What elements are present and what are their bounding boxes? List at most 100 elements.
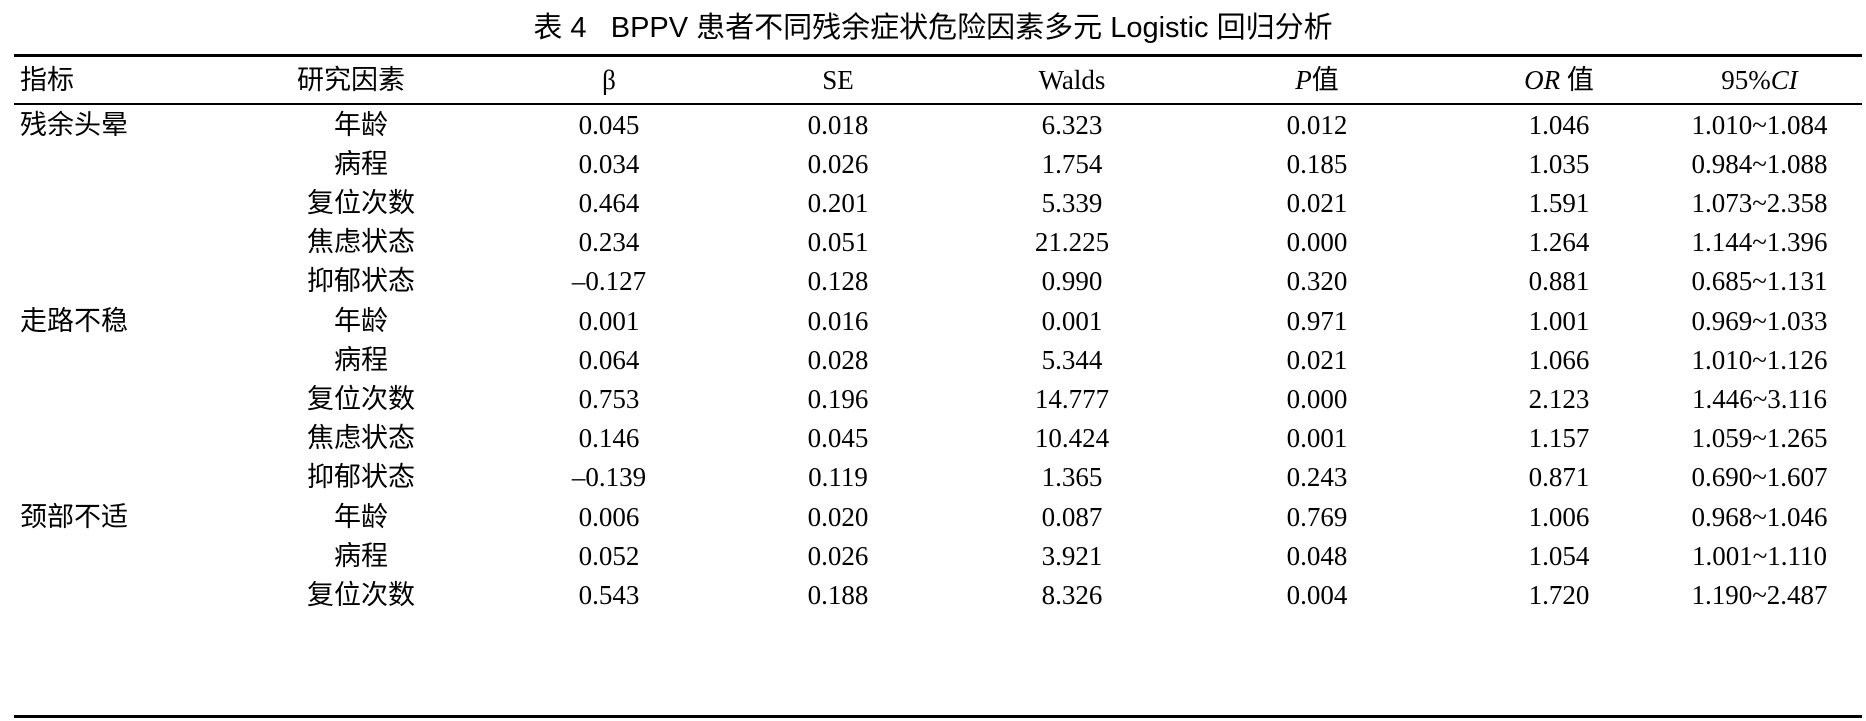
cell-or-value: 1.720 xyxy=(1528,579,1590,610)
cell-walds: 5.344 xyxy=(1041,344,1103,375)
header-indicator: 指标 xyxy=(20,65,74,95)
table-row: 抑郁状态 –0.127 0.128 0.990 0.320 0.881 0.685~1.13… xyxy=(14,258,1862,304)
cell-se: 0.020 xyxy=(807,501,869,532)
cell-se: 0.188 xyxy=(807,579,869,610)
header-beta: β xyxy=(602,65,616,95)
table-row: 焦虑状态 0.234 0.051 21.225 0.000 1.264 1.144~1.39… xyxy=(14,219,1862,265)
cell-factor: 年龄 xyxy=(334,501,388,532)
cell-walds: 10.424 xyxy=(1034,423,1110,454)
cell-beta: –0.127 xyxy=(571,266,647,297)
table-row: 焦虑状态 0.146 0.045 10.424 0.001 1.157 1.059~1.26… xyxy=(14,415,1862,461)
cell-walds: 0.990 xyxy=(1041,266,1103,297)
cell-95ci: 1.446~3.116 xyxy=(1691,383,1828,414)
header-or-symbol: OR xyxy=(1524,65,1561,95)
cell-se: 0.028 xyxy=(807,344,869,375)
cell-or-value: 2.123 xyxy=(1528,383,1590,414)
cell-se: 0.128 xyxy=(807,266,869,297)
cell-95ci: 0.690~1.607 xyxy=(1691,462,1828,493)
cell-se: 0.051 xyxy=(807,227,869,258)
cell-walds: 1.754 xyxy=(1041,148,1103,179)
cell-beta: 0.034 xyxy=(578,148,640,179)
cell-95ci: 1.144~1.396 xyxy=(1691,227,1828,258)
table-row: 病程 0.034 0.026 1.754 0.185 1.035 0.984~1.088 xyxy=(14,141,1862,187)
cell-factor: 焦虑状态 xyxy=(307,423,415,454)
cell-or-value: 1.054 xyxy=(1528,540,1590,571)
cell-or-value: 1.591 xyxy=(1528,187,1590,218)
table-row: 病程 0.064 0.028 5.344 0.021 1.066 1.010~1.126 xyxy=(14,337,1862,383)
header-ci: 95%CI xyxy=(1657,57,1862,103)
cell-factor: 抑郁状态 xyxy=(307,462,415,493)
table-caption: 表 4 BPPV 患者不同残余症状危险因素多元 Logistic 回归分析 xyxy=(533,12,1333,44)
cell-factor: 焦虑状态 xyxy=(307,227,415,258)
table-top-rule xyxy=(14,54,1862,57)
header-p-symbol: P xyxy=(1295,65,1312,95)
cell-95ci: 1.010~1.126 xyxy=(1691,344,1828,375)
cell-walds: 5.339 xyxy=(1041,187,1103,218)
header-ci-symbol: CI xyxy=(1770,65,1798,95)
cell-or-value: 1.046 xyxy=(1528,109,1590,140)
cell-beta: 0.753 xyxy=(578,383,640,414)
table-header-rule xyxy=(14,103,1862,105)
cell-p-value: 0.971 xyxy=(1286,305,1348,336)
header-se: SE xyxy=(822,65,854,95)
cell-or-value: 0.881 xyxy=(1528,266,1590,297)
cell-beta: 0.045 xyxy=(578,109,640,140)
cell-factor: 复位次数 xyxy=(307,187,415,218)
cell-se: 0.018 xyxy=(807,109,869,140)
cell-95ci: 0.969~1.033 xyxy=(1691,305,1828,336)
cell-indicator-group: 走路不稳 xyxy=(20,305,128,336)
cell-se: 0.026 xyxy=(807,148,869,179)
cell-beta: 0.464 xyxy=(578,187,640,218)
table-row: 复位次数 0.753 0.196 14.777 0.000 2.123 1.446~3.11… xyxy=(14,376,1862,422)
table-row: 病程 0.052 0.026 3.921 0.048 1.054 1.001~1.110 xyxy=(14,533,1862,579)
cell-p-value: 0.769 xyxy=(1286,501,1348,532)
cell-p-value: 0.048 xyxy=(1286,540,1348,571)
cell-beta: 0.001 xyxy=(578,305,640,336)
cell-95ci: 0.984~1.088 xyxy=(1691,148,1828,179)
table-row: 抑郁状态 –0.139 0.119 1.365 0.243 0.871 0.690~1.60… xyxy=(14,454,1862,500)
cell-se: 0.196 xyxy=(807,383,869,414)
cell-or-value: 1.066 xyxy=(1528,344,1590,375)
header-p-suffix: 值 xyxy=(1311,65,1339,95)
table-row: 走路不稳 年龄 0.001 0.016 0.001 0.971 1.001 0.969~1.0… xyxy=(14,298,1862,344)
cell-p-value: 0.012 xyxy=(1286,109,1348,140)
cell-or-value: 0.871 xyxy=(1528,462,1590,493)
table-row: 复位次数 0.464 0.201 5.339 0.021 1.591 1.073~2.358 xyxy=(14,180,1862,226)
cell-or-value: 1.006 xyxy=(1528,501,1590,532)
cell-beta: –0.139 xyxy=(571,462,647,493)
table-row: 复位次数 0.543 0.188 8.326 0.004 1.720 1.190~2.487 xyxy=(14,572,1862,618)
cell-factor: 病程 xyxy=(334,148,388,179)
cell-beta: 0.146 xyxy=(578,423,640,454)
cell-factor: 病程 xyxy=(334,540,388,571)
cell-walds: 6.323 xyxy=(1041,109,1103,140)
cell-p-value: 0.000 xyxy=(1286,383,1348,414)
cell-95ci: 1.190~2.487 xyxy=(1691,579,1828,610)
cell-95ci: 1.001~1.110 xyxy=(1691,540,1828,571)
cell-walds: 21.225 xyxy=(1034,227,1110,258)
cell-p-value: 0.001 xyxy=(1286,423,1348,454)
cell-walds: 14.777 xyxy=(1034,383,1110,414)
cell-factor: 复位次数 xyxy=(307,579,415,610)
cell-se: 0.045 xyxy=(807,423,869,454)
table-bottom-rule xyxy=(14,715,1862,718)
cell-se: 0.016 xyxy=(807,305,869,336)
header-ci-prefix: 95% xyxy=(1721,65,1771,95)
cell-walds: 0.001 xyxy=(1041,305,1103,336)
cell-or-value: 1.157 xyxy=(1528,423,1590,454)
cell-beta: 0.064 xyxy=(578,344,640,375)
cell-beta: 0.052 xyxy=(578,540,640,571)
cell-p-value: 0.004 xyxy=(1286,579,1348,610)
cell-walds: 1.365 xyxy=(1041,462,1103,493)
cell-or-value: 1.264 xyxy=(1528,227,1590,258)
cell-beta: 0.234 xyxy=(578,227,640,258)
cell-95ci: 1.010~1.084 xyxy=(1691,109,1828,140)
cell-se: 0.201 xyxy=(807,187,869,218)
cell-walds: 0.087 xyxy=(1041,501,1103,532)
cell-indicator-group xyxy=(20,572,220,618)
table-row: 残余头晕 年龄 0.045 0.018 6.323 0.012 1.046 1.010~1.0… xyxy=(14,102,1862,148)
cell-p-value: 0.021 xyxy=(1286,344,1348,375)
cell-p-value: 0.000 xyxy=(1286,227,1348,258)
header-p-value: P值 xyxy=(1217,57,1417,103)
table-row: 颈部不适 年龄 0.006 0.020 0.087 0.769 1.006 0.968~1.0… xyxy=(14,494,1862,540)
